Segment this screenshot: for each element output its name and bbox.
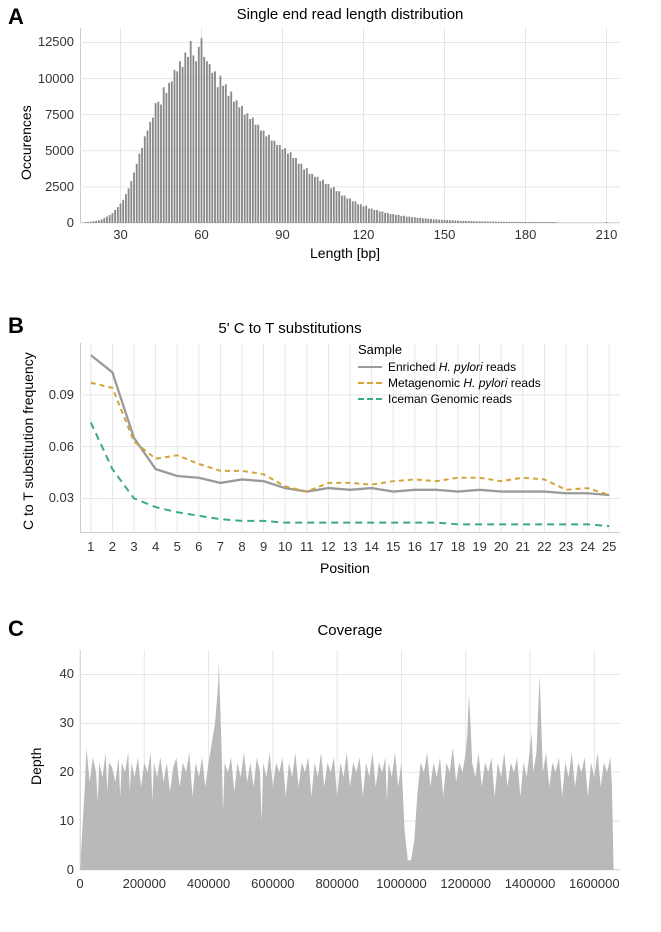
- tick-label: 7: [217, 539, 224, 554]
- tick-label: 19: [472, 539, 486, 554]
- tick-label: 90: [275, 227, 289, 242]
- legend-label: Enriched H. pylori reads: [388, 359, 516, 375]
- tick-label: 0.09: [49, 387, 74, 402]
- tick-label: 120: [353, 227, 375, 242]
- tick-label: 25: [602, 539, 616, 554]
- tick-label: 11: [300, 539, 314, 554]
- tick-label: 60: [194, 227, 208, 242]
- tick-label: 5: [174, 539, 181, 554]
- tick-label: 0: [67, 215, 74, 230]
- tick-label: 2: [109, 539, 116, 554]
- tick-label: 22: [537, 539, 551, 554]
- tick-label: 1400000: [505, 876, 556, 891]
- tick-label: 13: [343, 539, 357, 554]
- tick-label: 180: [515, 227, 537, 242]
- legend-swatch: [358, 382, 382, 384]
- legend-item: Iceman Genomic reads: [358, 391, 541, 407]
- tick-label: 200000: [123, 876, 166, 891]
- panel-c-label: C: [8, 616, 24, 642]
- tick-label: 20: [60, 764, 74, 779]
- tick-label: 7500: [45, 107, 74, 122]
- legend-swatch: [358, 366, 382, 368]
- tick-label: 8: [238, 539, 245, 554]
- tick-label: 400000: [187, 876, 230, 891]
- legend-title: Sample: [358, 342, 541, 357]
- tick-label: 17: [429, 539, 443, 554]
- tick-label: 9: [260, 539, 267, 554]
- tick-label: 800000: [315, 876, 358, 891]
- tick-label: 2500: [45, 179, 74, 194]
- panel-a: A Single end read length distribution Oc…: [0, 0, 661, 300]
- tick-label: 1200000: [440, 876, 491, 891]
- legend-label: Metagenomic H. pylori reads: [388, 375, 541, 391]
- tick-label: 30: [113, 227, 127, 242]
- tick-label: 5000: [45, 143, 74, 158]
- panel-b-legend: Sample Enriched H. pylori readsMetagenom…: [358, 342, 541, 407]
- panel-c-ylabel: Depth: [28, 748, 44, 785]
- tick-label: 1000000: [376, 876, 427, 891]
- legend-item: Enriched H. pylori reads: [358, 359, 541, 375]
- legend-swatch: [358, 398, 382, 400]
- panel-b-label: B: [8, 313, 24, 339]
- legend-label: Iceman Genomic reads: [388, 391, 512, 407]
- tick-label: 16: [408, 539, 422, 554]
- panel-a-xlabel: Length [bp]: [310, 245, 380, 261]
- panel-a-title: Single end read length distribution: [150, 6, 550, 23]
- tick-label: 1: [87, 539, 94, 554]
- panel-b-title: 5' C to T substitutions: [160, 320, 420, 337]
- tick-label: 12: [321, 539, 335, 554]
- tick-label: 21: [516, 539, 530, 554]
- tick-label: 30: [60, 715, 74, 730]
- tick-label: 20: [494, 539, 508, 554]
- tick-label: 3: [130, 539, 137, 554]
- panel-a-svg: [80, 28, 620, 223]
- tick-label: 18: [451, 539, 465, 554]
- tick-label: 0: [76, 876, 83, 891]
- tick-label: 10: [278, 539, 292, 554]
- legend-item: Metagenomic H. pylori reads: [358, 375, 541, 391]
- tick-label: 24: [580, 539, 594, 554]
- panel-c-svg: [80, 650, 620, 870]
- tick-label: 0.03: [49, 490, 74, 505]
- tick-label: 12500: [38, 34, 74, 49]
- panel-b-ylabel: C to T substitution frequency: [20, 352, 36, 530]
- panel-a-ylabel: Occurences: [18, 105, 34, 180]
- panel-b-xlabel: Position: [320, 560, 370, 576]
- tick-label: 15: [386, 539, 400, 554]
- tick-label: 0.06: [49, 439, 74, 454]
- tick-label: 150: [434, 227, 456, 242]
- tick-label: 14: [364, 539, 378, 554]
- tick-label: 10: [60, 813, 74, 828]
- panel-c-title: Coverage: [270, 622, 430, 639]
- tick-label: 210: [596, 227, 618, 242]
- tick-label: 40: [60, 666, 74, 681]
- tick-label: 1600000: [569, 876, 620, 891]
- tick-label: 0: [67, 862, 74, 877]
- tick-label: 4: [152, 539, 159, 554]
- tick-label: 6: [195, 539, 202, 554]
- figure-root: A Single end read length distribution Oc…: [0, 0, 661, 932]
- tick-label: 10000: [38, 71, 74, 86]
- tick-label: 23: [559, 539, 573, 554]
- tick-label: 600000: [251, 876, 294, 891]
- panel-a-label: A: [8, 4, 24, 30]
